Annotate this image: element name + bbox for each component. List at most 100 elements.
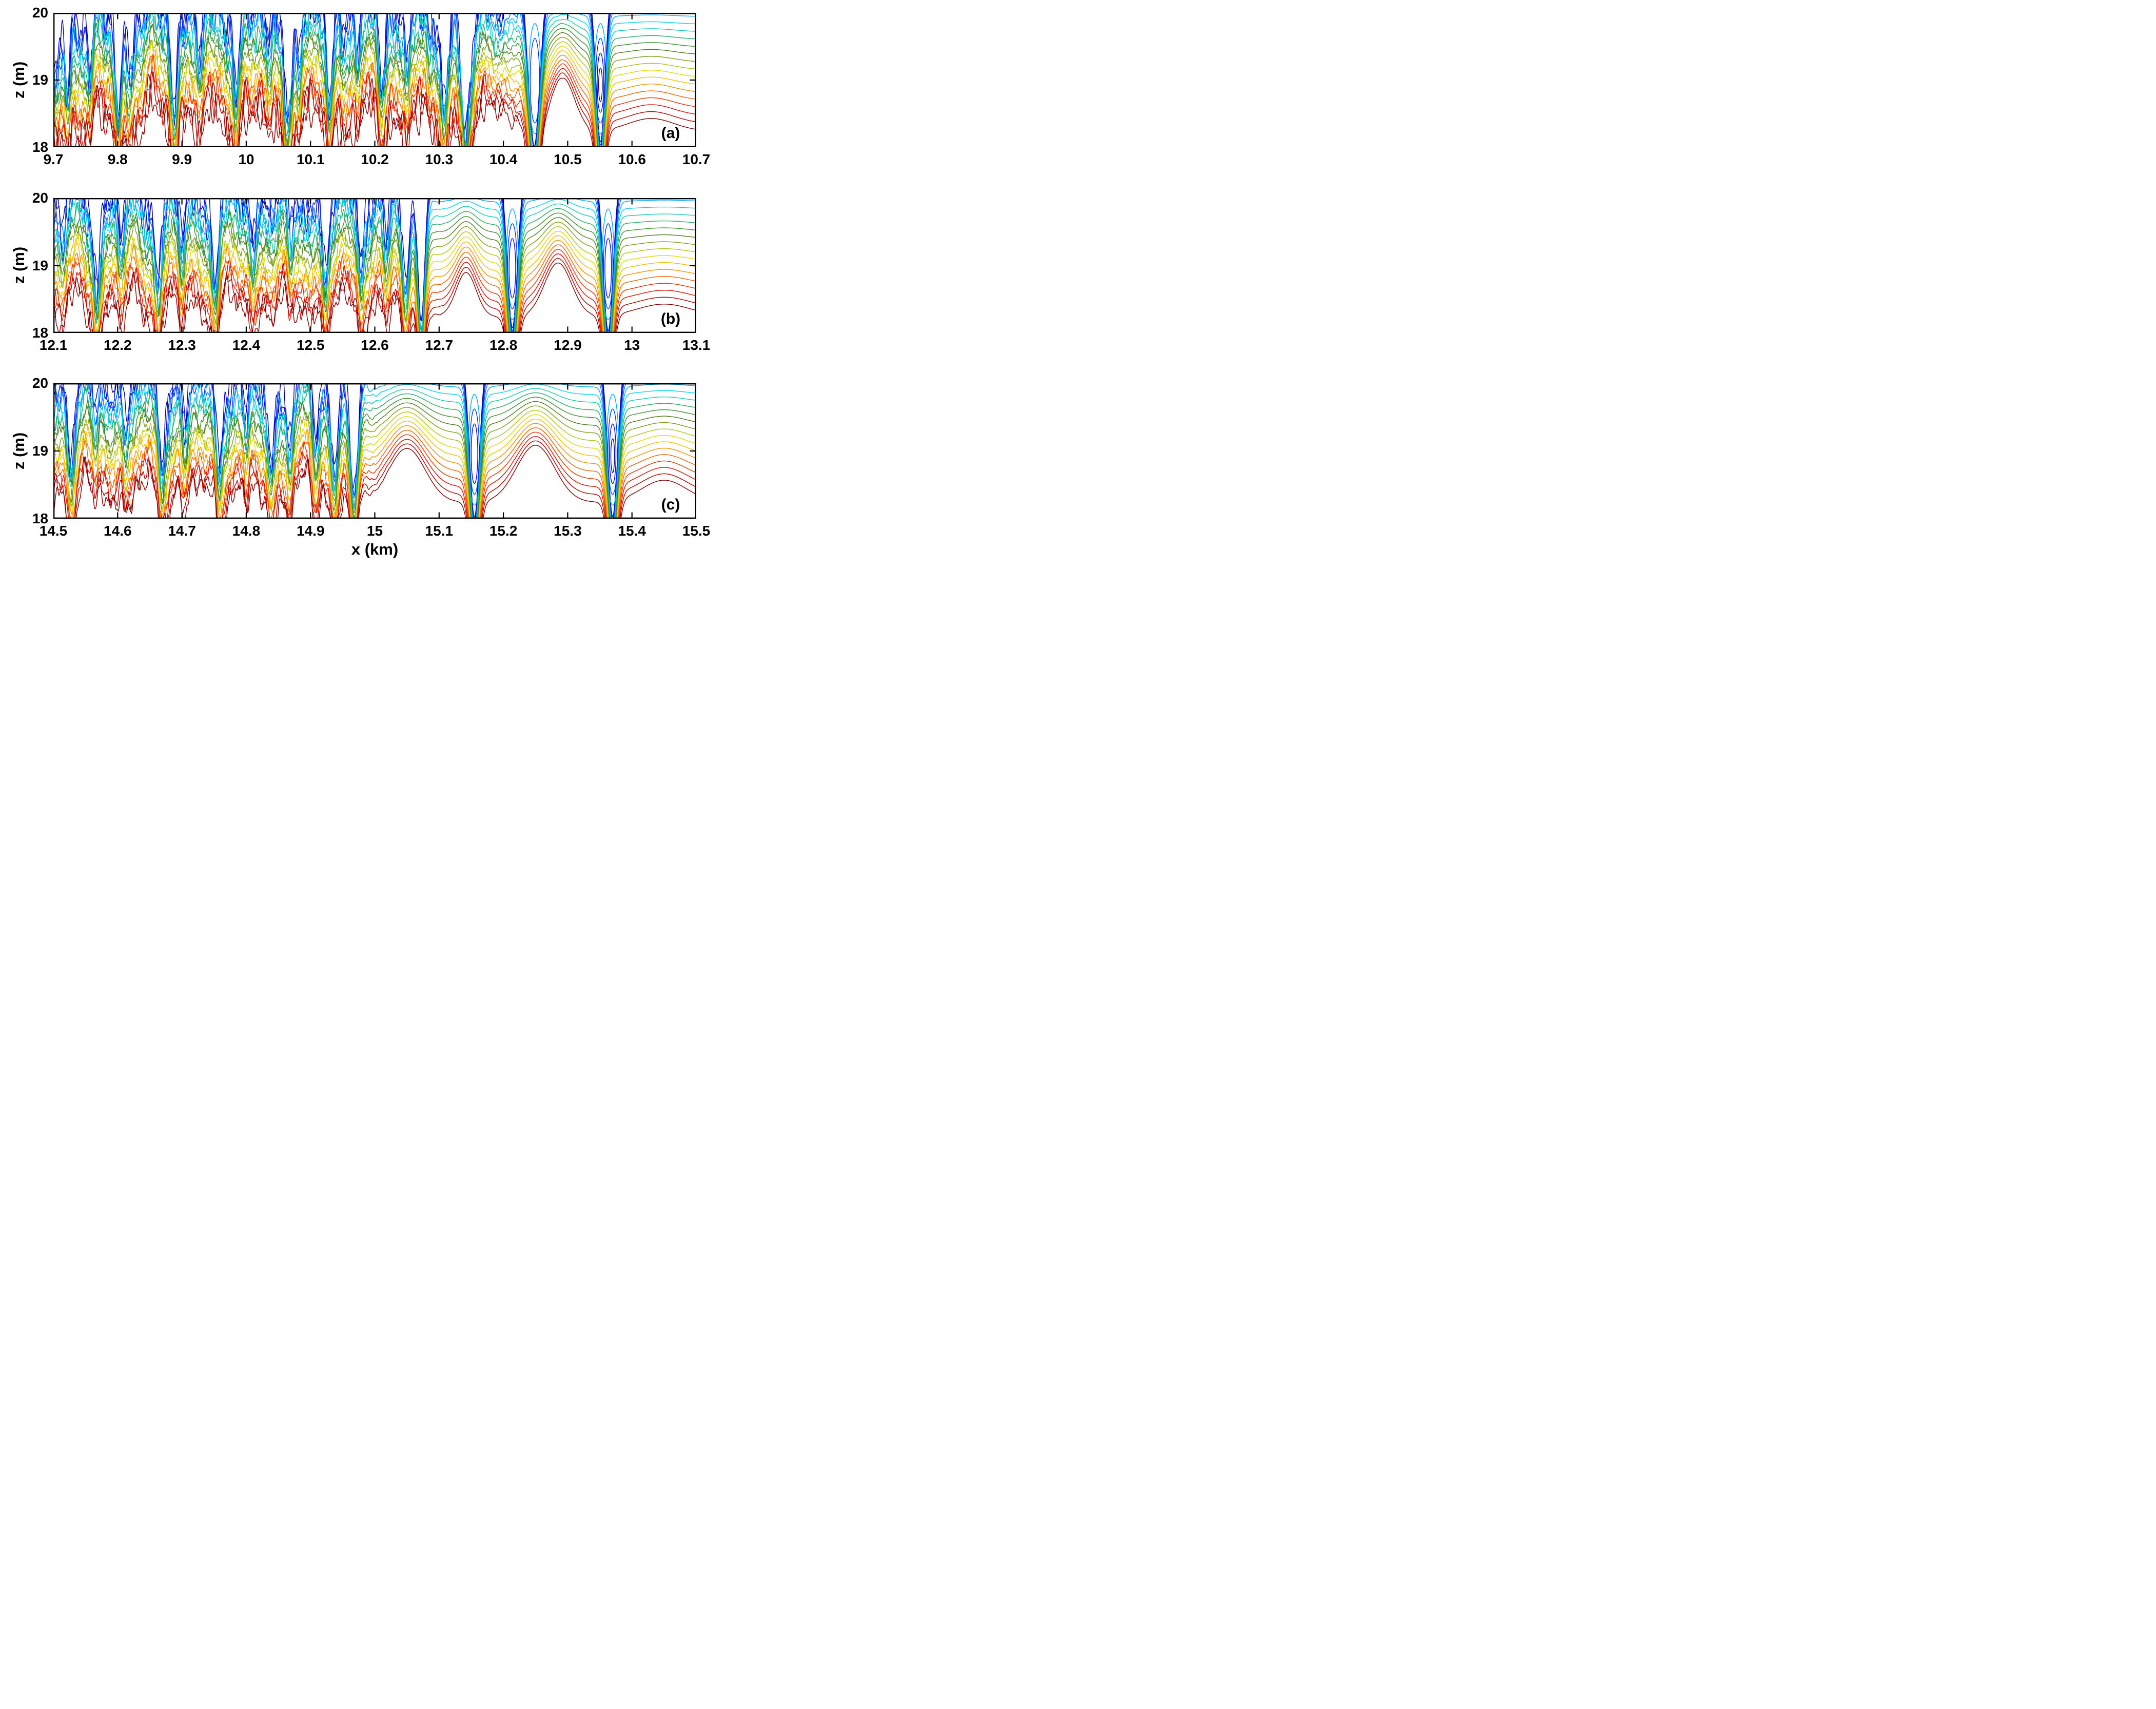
contour-line (53, 13, 613, 147)
x-tick-label: 12.1 (39, 337, 68, 353)
x-tick-label: 10.1 (296, 151, 325, 167)
closed-contour-oval (528, 23, 542, 134)
contour-line (53, 235, 696, 333)
x-tick-label: 12.3 (168, 337, 196, 353)
x-tick-label: 12.7 (425, 337, 454, 353)
contour-line (53, 436, 696, 519)
axis-ticks (53, 384, 696, 518)
contour-line (53, 217, 696, 333)
closed-contour-oval (607, 408, 618, 495)
y-tick-label: 18 (32, 139, 48, 155)
x-tick-label: 12.6 (361, 337, 389, 353)
x-tick-label: 10 (238, 151, 254, 167)
closed-contour-oval (594, 23, 607, 134)
axis-ticks (53, 199, 696, 332)
contour-line (53, 410, 696, 519)
contour-line (53, 13, 696, 147)
closed-contour-oval (507, 223, 518, 309)
contour-plot-a (53, 13, 696, 147)
contour-line (53, 445, 696, 519)
contour-line (53, 419, 696, 519)
contour-line (53, 383, 626, 519)
closed-contour-oval (508, 238, 516, 299)
x-tick-labels-b: 12.1 12.2 12.3 12.4 12.5 12.6 12.7 12.8 12.9 13 13… (0, 337, 719, 354)
panel-letter-c: (c) (661, 496, 680, 513)
contour-line (53, 427, 696, 519)
x-tick-label: 15.5 (682, 523, 711, 539)
contour-line (53, 42, 696, 147)
x-tick-label: 13.1 (682, 337, 711, 353)
closed-contour-oval (530, 38, 540, 124)
contour-line (53, 13, 696, 147)
contour-line (53, 37, 696, 147)
closed-contour-oval (601, 208, 615, 320)
contour-plot-c (53, 383, 696, 519)
x-tick-label: 12.4 (232, 337, 261, 353)
y-tick-label: 19 (32, 443, 48, 459)
plot-border (53, 13, 696, 147)
closed-contour-oval (595, 38, 606, 124)
x-tick-label: 12.2 (104, 337, 132, 353)
contour-line (53, 23, 696, 147)
x-tick-label: 10.2 (361, 151, 389, 167)
x-tick-label: 9.8 (107, 151, 128, 167)
x-tick-labels-c: 14.5 14.6 14.7 14.8 14.9 15 15.1 15.2 15.3 15.4 15… (0, 522, 719, 540)
x-tick-label: 12.9 (554, 337, 582, 353)
x-tick-label: 10.4 (489, 151, 518, 167)
contour-figure: z (m) (a) 9.7 9.8 9.9 10 10.1 10.2 10.3 10.4 10.… (0, 0, 719, 569)
x-tick-label: 15.4 (618, 523, 646, 539)
closed-contour-oval (604, 238, 612, 299)
x-tick-label: 15.1 (425, 523, 454, 539)
contour-line (53, 383, 623, 518)
contour-line (53, 226, 696, 333)
x-axis-label: x (km) (351, 540, 399, 558)
x-tick-labels-a: 9.7 9.8 9.9 10 10.1 10.2 10.3 10.4 10.5 10.6 10.7 (0, 151, 719, 168)
contour-line (53, 74, 696, 147)
x-tick-label: 10.7 (682, 151, 711, 167)
contour-line (53, 440, 696, 519)
closed-contour-oval (505, 208, 519, 320)
contour-line (53, 198, 696, 333)
contour-line (54, 198, 620, 333)
plot-border (53, 198, 696, 333)
x-tick-label: 9.9 (172, 151, 192, 167)
closed-contour-oval (603, 223, 614, 309)
contour-line (53, 262, 696, 333)
x-tick-label: 14.5 (39, 523, 68, 539)
panel-letter-b: (b) (660, 310, 681, 327)
closed-contour-oval (469, 408, 480, 495)
contour-line (53, 414, 696, 519)
contour-line (53, 397, 696, 519)
contour-line (53, 258, 696, 333)
x-tick-label: 10.5 (554, 151, 582, 167)
closed-contour-oval (598, 67, 603, 102)
closed-contour-oval (610, 438, 615, 473)
contour-line (53, 40, 696, 147)
contour-line (53, 423, 696, 519)
x-tick-label: 14.9 (296, 523, 325, 539)
x-tick-label: 12.8 (489, 337, 518, 353)
contour-plot-b (53, 198, 696, 333)
axis-ticks (53, 13, 696, 147)
contour-line (53, 198, 696, 333)
panel-letter-a: (a) (661, 125, 680, 142)
y-tick-label: 19 (32, 72, 48, 88)
plot-border (53, 383, 696, 519)
contour-line (53, 13, 696, 147)
contour-line (54, 198, 619, 333)
contour-line (53, 55, 696, 147)
x-tick-label: 13 (624, 337, 640, 353)
y-tick-label: 20 (32, 190, 48, 206)
contour-line (53, 222, 696, 333)
contour-line (53, 383, 696, 519)
y-tick-label: 20 (32, 5, 48, 21)
y-tick-label: 19 (32, 257, 48, 273)
x-tick-label: 15.3 (554, 523, 582, 539)
contour-line (53, 431, 696, 519)
contour-line (54, 383, 623, 519)
contour-line (53, 68, 696, 147)
closed-contour-oval (597, 52, 604, 113)
x-tick-label: 14.8 (232, 523, 261, 539)
closed-contour-oval (468, 394, 481, 506)
x-tick-label: 15.2 (489, 523, 518, 539)
